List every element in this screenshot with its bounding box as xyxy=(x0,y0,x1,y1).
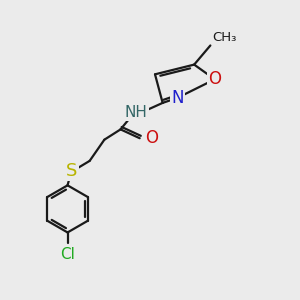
Text: NH: NH xyxy=(124,105,147,120)
Text: O: O xyxy=(145,129,158,147)
Text: CH₃: CH₃ xyxy=(212,31,236,44)
Text: S: S xyxy=(66,162,77,180)
Text: Cl: Cl xyxy=(60,247,75,262)
Text: O: O xyxy=(208,70,221,88)
Text: N: N xyxy=(171,89,184,107)
